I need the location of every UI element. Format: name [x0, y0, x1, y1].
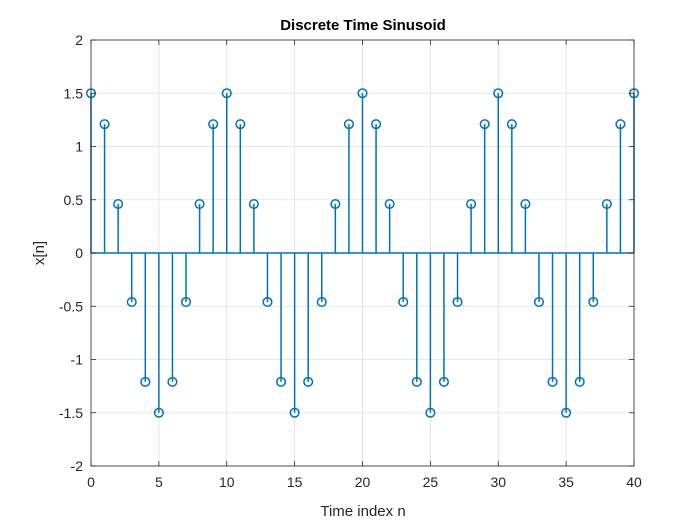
stem-marker	[208, 119, 219, 130]
stem-marker	[357, 88, 368, 99]
x-tick-label: 15	[287, 474, 303, 490]
stem-marker	[574, 376, 585, 387]
stem-marker	[99, 119, 110, 130]
x-tick-label: 10	[219, 474, 235, 490]
stem-marker	[425, 407, 436, 418]
stem-marker	[126, 296, 137, 308]
stem-marker	[601, 198, 612, 210]
stem-marker	[533, 296, 545, 308]
x-tick-label: 40	[626, 474, 642, 490]
stem-marker	[248, 198, 259, 210]
y-tick-label: -0.5	[59, 298, 83, 314]
stem-marker	[466, 198, 477, 210]
stem-marker	[588, 296, 599, 308]
x-tick-label: 0	[87, 474, 95, 490]
stem-marker	[221, 88, 232, 99]
stem-marker	[167, 376, 178, 387]
stem-marker	[452, 296, 463, 308]
stem-marker	[140, 376, 151, 387]
stem-marker	[194, 198, 205, 210]
stem-marker	[398, 296, 409, 308]
y-tick-label: -1	[71, 352, 84, 368]
stem-marker	[493, 88, 504, 99]
stem-marker	[384, 198, 395, 210]
y-tick-label: -1.5	[59, 405, 83, 421]
stem-marker	[316, 296, 327, 308]
y-tick-label: 0.5	[64, 192, 84, 208]
stem-marker	[153, 407, 164, 418]
stem-marker	[371, 119, 382, 130]
x-tick-label: 35	[558, 474, 574, 490]
stem-marker	[506, 119, 517, 130]
stem-marker	[276, 376, 287, 387]
stem-marker	[289, 407, 300, 418]
stem-marker	[343, 119, 354, 130]
y-axis-label: x[n]	[31, 241, 48, 265]
stem-marker	[235, 119, 246, 130]
y-tick-label: 0	[75, 245, 83, 261]
stem-marker	[411, 376, 422, 387]
x-tick-label: 25	[423, 474, 439, 490]
x-tick-label: 20	[355, 474, 371, 490]
stem-marker	[561, 407, 572, 418]
stem-marker	[113, 198, 124, 210]
y-tick-label: 1	[75, 139, 83, 155]
ticks: 0 5 10 15 20 25 30 35 40 -2 -1.5 -1 -0.5 0 0.5 1 1.5 2	[59, 32, 642, 490]
x-axis-label: Time index n	[320, 503, 405, 520]
stem-marker	[303, 376, 314, 387]
stem-marker	[520, 198, 531, 210]
x-tick-label: 5	[155, 474, 163, 490]
stem-marker	[479, 119, 490, 130]
chart-title: Discrete Time Sinusoid	[280, 17, 446, 34]
stem-marker	[180, 296, 192, 308]
stem-marker	[615, 119, 626, 130]
x-tick-label: 30	[490, 474, 506, 490]
stem-marker	[262, 296, 273, 308]
y-tick-label: 2	[75, 32, 83, 48]
stem-marker	[438, 376, 450, 387]
y-tick-label: 1.5	[64, 85, 84, 101]
y-tick-label: -2	[71, 458, 84, 474]
stem-marker	[330, 198, 341, 210]
stem-marker	[547, 376, 558, 387]
